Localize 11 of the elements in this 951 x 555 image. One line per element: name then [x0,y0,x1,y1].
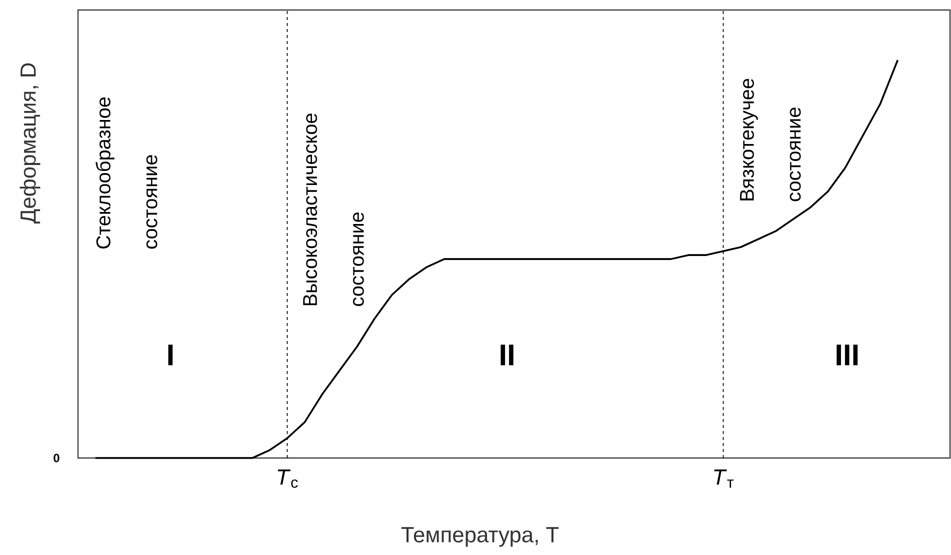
text: Высокоэластическое состояние [303,114,364,306]
annotation: II [500,344,514,366]
annotation: III [836,344,858,366]
text: Вязкотекучее состояние [740,78,801,202]
text: 0 [54,454,60,462]
text: Стеклообразное состояние [96,97,158,249]
annotation: I [168,344,173,366]
y-axis-title: Деформация, D [20,63,40,224]
x-tick-label: T$_{т}$ [714,470,734,488]
x-axis-title: Температура, T [401,527,559,547]
x-tick-label: T$_{с}$ [278,470,298,488]
